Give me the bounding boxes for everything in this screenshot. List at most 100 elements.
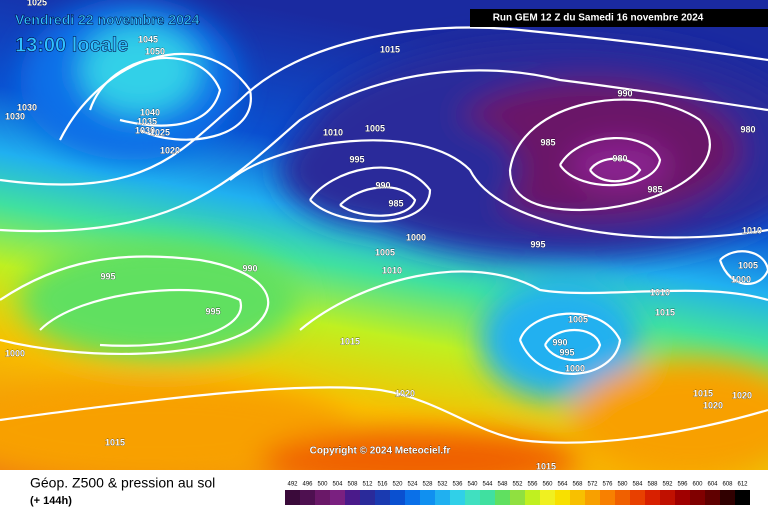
scale-swatch (525, 490, 540, 505)
local-time: 13:00 locale (15, 34, 128, 56)
scale-label: 528 (422, 482, 433, 488)
scale-swatch (630, 490, 645, 505)
scale-label: 540 (467, 482, 478, 488)
scale-swatch (375, 490, 390, 505)
isobar-label: 990 (375, 180, 390, 190)
run-label: Run GEM 12 Z du Samedi 16 novembre 2024 (493, 13, 704, 24)
scale-label: 568 (572, 482, 583, 488)
scale-swatch (705, 490, 720, 505)
scale-swatch (690, 490, 705, 505)
isobar-label: 990 (617, 88, 632, 98)
isobar-label: 1020 (395, 388, 415, 398)
color-scale: 492 496 500 504 508 512 516 520 524 528 532 536 540 5… (285, 482, 750, 505)
scale-swatch (480, 490, 495, 505)
isobar-label: 995 (349, 154, 364, 164)
scale-label: 512 (362, 482, 373, 488)
isobar-label: 1005 (365, 123, 385, 133)
isobar-label: 1030 (5, 111, 25, 121)
scale-label: 532 (437, 482, 448, 488)
scale-swatch (570, 490, 585, 505)
isobar-label: 985 (540, 137, 555, 147)
scale-label: 580 (617, 482, 628, 488)
scale-swatch (600, 490, 615, 505)
scale-label: 504 (332, 482, 343, 488)
scale-label: 524 (407, 482, 418, 488)
isobar-label: 1050 (145, 46, 165, 56)
scale-label: 536 (452, 482, 463, 488)
isobar-label: 1010 (742, 225, 762, 235)
scale-swatch (465, 490, 480, 505)
isobar-label: 1000 (5, 348, 25, 358)
scale-label: 552 (512, 482, 523, 488)
isobar-label: 985 (647, 184, 662, 194)
isobar-label: 1010 (382, 265, 402, 275)
scale-swatch (645, 490, 660, 505)
scale-swatch (615, 490, 630, 505)
scale-label: 492 (287, 482, 298, 488)
isobar-label: 1005 (738, 260, 758, 270)
isobar-label: 1015 (105, 437, 125, 447)
scale-swatch (420, 490, 435, 505)
isobar-label: 1025 (150, 127, 170, 137)
scale-label: 516 (377, 482, 388, 488)
isobar-label: 980 (612, 153, 627, 163)
scale-label: 584 (632, 482, 643, 488)
isobar-label: 995 (530, 239, 545, 249)
scale-swatch (315, 490, 330, 505)
isobar-label: 1010 (650, 287, 670, 297)
scale-swatch (735, 490, 750, 505)
scale-label: 544 (482, 482, 493, 488)
scale-swatch (555, 490, 570, 505)
isobar-label: 1020 (732, 390, 752, 400)
scale-swatch (510, 490, 525, 505)
scale-swatch (300, 490, 315, 505)
isobar-label: 1020 (703, 400, 723, 410)
scale-label: 612 (737, 482, 748, 488)
isobar-label: 1015 (655, 307, 675, 317)
isobar-label: 1020 (160, 145, 180, 155)
scale-swatch (660, 490, 675, 505)
isobar-label: 1005 (568, 314, 588, 324)
isobar-label: 985 (388, 198, 403, 208)
isobar-label: 1010 (323, 127, 343, 137)
scale-label: 604 (707, 482, 718, 488)
scale-label: 520 (392, 482, 403, 488)
scale-swatch (345, 490, 360, 505)
isobar-label: 1015 (340, 336, 360, 346)
scale-label: 508 (347, 482, 358, 488)
isobar-label: 980 (740, 124, 755, 134)
isobar-label: 1030 (135, 125, 155, 135)
isobar-label: 1040 (140, 107, 160, 117)
isobar-label: 1005 (375, 247, 395, 257)
scale-swatch (585, 490, 600, 505)
isobar-label: 1000 (406, 232, 426, 242)
isobar-label: 1015 (693, 388, 713, 398)
isobar-label: 1015 (536, 461, 556, 471)
scale-label: 608 (722, 482, 733, 488)
scale-label: 556 (527, 482, 538, 488)
isobar-label: 1045 (138, 34, 158, 44)
isobar-label: 1025 (27, 0, 47, 7)
scale-label: 560 (542, 482, 553, 488)
isobar-label: 990 (552, 337, 567, 347)
scale-swatch (720, 490, 735, 505)
scale-swatch (330, 490, 345, 505)
isobar-label: 995 (559, 347, 574, 357)
scale-swatch (450, 490, 465, 505)
isobar-label: 1000 (565, 363, 585, 373)
isobar-label: 1030 (17, 102, 37, 112)
isobar-label: 995 (205, 306, 220, 316)
copyright: Copyright © 2024 Meteociel.fr (310, 446, 451, 457)
isobar-label: 1035 (137, 116, 157, 126)
scale-swatch (435, 490, 450, 505)
valid-date: Vendredi 22 novembre 2024 (15, 12, 200, 28)
isobar-label: 1015 (380, 44, 400, 54)
scale-swatch (360, 490, 375, 505)
scale-label: 592 (662, 482, 673, 488)
run-banner (470, 9, 768, 27)
scale-label: 572 (587, 482, 598, 488)
isobar-label: 995 (100, 271, 115, 281)
scale-swatch (285, 490, 300, 505)
